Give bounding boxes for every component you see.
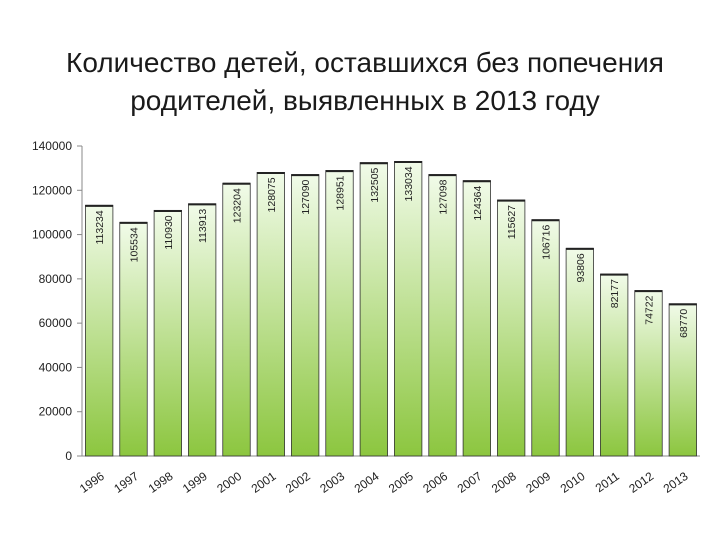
data-label: 105534 xyxy=(129,227,141,262)
x-tick-label: 2013 xyxy=(661,469,691,496)
y-tick-label: 40000 xyxy=(39,360,73,374)
data-label: 82177 xyxy=(609,279,621,308)
bar xyxy=(531,219,560,457)
bar xyxy=(634,290,663,457)
y-tick-label: 60000 xyxy=(39,316,73,330)
x-tick-label: 1996 xyxy=(77,469,107,496)
x-tick-label: 2005 xyxy=(386,469,416,496)
chart-title: Количество детей, оставшихся без попечен… xyxy=(40,44,690,120)
data-label: 113913 xyxy=(197,209,209,243)
y-tick-label: 100000 xyxy=(32,228,72,242)
x-tick-label: 2012 xyxy=(626,469,656,496)
x-tick-label: 2011 xyxy=(593,469,622,495)
data-label: 93806 xyxy=(575,253,587,282)
bar xyxy=(497,199,526,457)
bar xyxy=(256,172,285,457)
data-label: 127090 xyxy=(300,179,312,214)
bar xyxy=(462,180,491,457)
bar xyxy=(428,174,457,457)
y-tick-label: 140000 xyxy=(32,139,72,153)
y-tick-label: 20000 xyxy=(39,405,73,419)
x-tick-label: 2007 xyxy=(455,469,485,496)
x-tick-label: 2002 xyxy=(283,469,313,496)
bar xyxy=(668,303,697,457)
x-tick-label: 2010 xyxy=(558,469,588,496)
bar xyxy=(359,162,388,457)
data-label: 110930 xyxy=(163,215,175,249)
x-tick-label: 2003 xyxy=(317,469,347,496)
x-tick-label: 1999 xyxy=(180,469,210,496)
x-tick-label: 2004 xyxy=(352,469,382,496)
data-label: 127098 xyxy=(438,179,450,214)
x-tick-label: 1998 xyxy=(146,469,176,496)
data-label: 128075 xyxy=(266,177,278,212)
y-tick-label: 120000 xyxy=(32,183,72,197)
chart-title-line-1: Количество детей, оставшихся без попечен… xyxy=(66,47,664,78)
bar xyxy=(85,204,114,457)
data-label: 106716 xyxy=(541,225,553,260)
data-label: 133034 xyxy=(403,166,415,201)
bar xyxy=(222,182,251,457)
data-label: 123204 xyxy=(232,188,244,223)
x-tick-label: 2006 xyxy=(420,469,450,496)
bar xyxy=(600,273,629,457)
bar xyxy=(394,161,423,457)
bar xyxy=(325,170,354,457)
x-tick-label: 2001 xyxy=(249,469,279,496)
data-label: 124364 xyxy=(472,185,484,220)
data-label: 132505 xyxy=(369,167,381,202)
data-label: 74722 xyxy=(644,295,656,324)
x-tick-label: 1997 xyxy=(111,469,141,496)
data-label: 68770 xyxy=(678,309,690,338)
bar xyxy=(119,221,148,457)
x-tick-label: 2009 xyxy=(523,469,553,496)
x-tick-label: 2000 xyxy=(214,469,244,496)
data-label: 113234 xyxy=(94,210,106,244)
bar xyxy=(291,174,320,457)
chart-title-line-2: родителей, выявленных в 2013 году xyxy=(130,85,600,116)
y-tick-label: 80000 xyxy=(39,272,73,286)
bar xyxy=(188,203,217,457)
data-label: 128951 xyxy=(335,175,347,210)
data-label: 115627 xyxy=(506,205,518,239)
y-tick-label: 0 xyxy=(65,449,72,463)
x-tick-label: 2008 xyxy=(489,469,519,496)
